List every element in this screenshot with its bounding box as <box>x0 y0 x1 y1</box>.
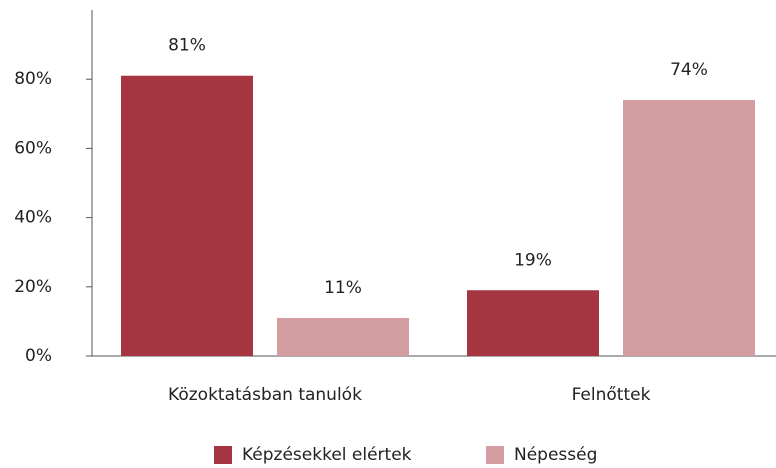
bar <box>623 99 755 357</box>
legend-swatch <box>486 446 504 464</box>
bar <box>121 75 253 357</box>
legend-swatch <box>214 446 232 464</box>
bar <box>467 290 599 356</box>
x-tick-label: Felnőttek <box>572 385 651 405</box>
y-tick-label: 20% <box>14 277 52 297</box>
y-tick-label: 0% <box>25 346 52 366</box>
y-tick-label: 40% <box>14 208 52 228</box>
data-label: 74% <box>670 60 708 80</box>
y-tick-label: 60% <box>14 138 52 158</box>
x-tick-label: Közoktatásban tanulók <box>168 385 362 405</box>
data-label: 81% <box>168 36 206 56</box>
legend-label: Képzésekkel elértek <box>242 445 412 465</box>
legend-label: Népesség <box>514 445 597 465</box>
data-label: 11% <box>324 278 362 298</box>
y-tick-label: 80% <box>14 69 52 89</box>
bar <box>277 317 409 356</box>
data-label: 19% <box>514 250 552 270</box>
